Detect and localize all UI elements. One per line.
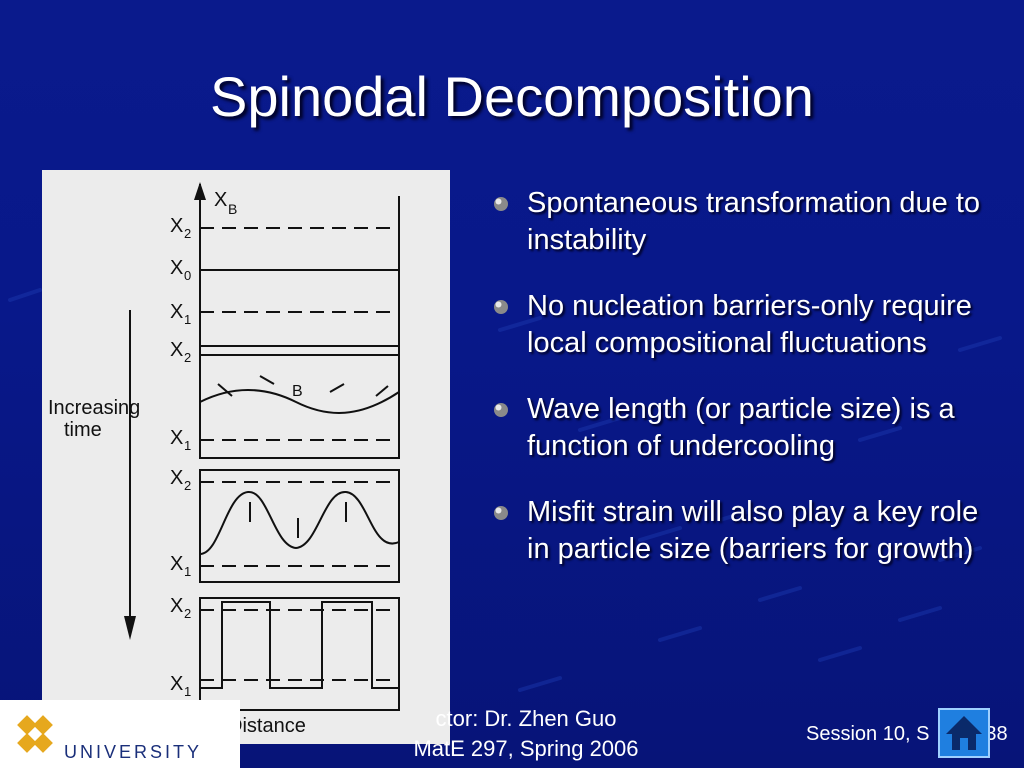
session-info: Session 10, S 38 — [806, 720, 1016, 748]
distance-label: Distance — [228, 715, 306, 737]
course-line: MatE 297, Spring 2006 — [413, 736, 639, 761]
bullet-item: Wave length (or particle size) is a func… — [492, 391, 992, 465]
level-label-sub: 2 — [184, 226, 191, 241]
level-label-sub: 2 — [184, 478, 191, 493]
level-label-sub: 2 — [184, 350, 191, 365]
sphere-bullet-icon — [494, 300, 508, 314]
slide-title: Spinodal Decomposition — [210, 65, 814, 128]
level-label: X — [170, 257, 183, 279]
bullet-item: No nucleation barriers-only require loca… — [492, 288, 992, 362]
level-label: X — [170, 427, 183, 449]
bullet-item: Spontaneous transformation due to instab… — [492, 185, 992, 259]
level-label: X — [170, 553, 183, 575]
level-label: X — [170, 673, 183, 695]
increasing-time-label: Increasing — [48, 397, 140, 419]
slide-number: 38 — [985, 723, 1008, 745]
level-label: X — [170, 467, 183, 489]
figure-level-labels: X B — [214, 189, 237, 217]
level-label: X — [170, 339, 183, 361]
instructor-line: ctor: Dr. Zhen Guo — [435, 706, 617, 731]
bullet-text: Wave length (or particle size) is a func… — [527, 393, 955, 462]
sphere-bullet-icon — [494, 506, 508, 520]
spinodal-figure: X B X 2 X 0 X 1 X 2 X 1 X 2 X 1 X 2 X 1 … — [42, 170, 450, 744]
sphere-bullet-icon — [494, 197, 508, 211]
bullet-list: Spontaneous transformation due to instab… — [492, 185, 992, 597]
level-label-sub: 0 — [184, 268, 191, 283]
bullet-text: Spontaneous transformation due to instab… — [527, 187, 981, 256]
session-text: Session 10, S — [806, 723, 930, 745]
home-button[interactable] — [938, 708, 990, 758]
university-wordmark: UNIVERSITY — [64, 742, 202, 762]
level-label-sub: 1 — [184, 312, 191, 327]
axis-label-sub: B — [228, 201, 237, 217]
level-label-sub: 2 — [184, 606, 191, 621]
footer-credits: ctor: Dr. Zhen Guo MatE 297, Spring 2006 — [386, 704, 666, 764]
bullet-text: No nucleation barriers-only require loca… — [527, 290, 972, 359]
sphere-bullet-icon — [494, 403, 508, 417]
level-label: X — [170, 215, 183, 237]
level-label-sub: 1 — [184, 684, 191, 699]
home-icon — [946, 716, 982, 750]
bullet-item: Misfit strain will also play a key role … — [492, 494, 992, 568]
level-label-sub: 1 — [184, 564, 191, 579]
time-label: time — [64, 419, 102, 441]
axis-label: X — [214, 189, 227, 211]
level-label: X — [170, 301, 183, 323]
level-label-sub: 1 — [184, 438, 191, 453]
bullet-text: Misfit strain will also play a key role … — [527, 496, 979, 565]
level-label: X — [170, 595, 183, 617]
university-logo-icon: UNIVERSITY — [0, 700, 240, 768]
b-label: B — [292, 383, 303, 400]
